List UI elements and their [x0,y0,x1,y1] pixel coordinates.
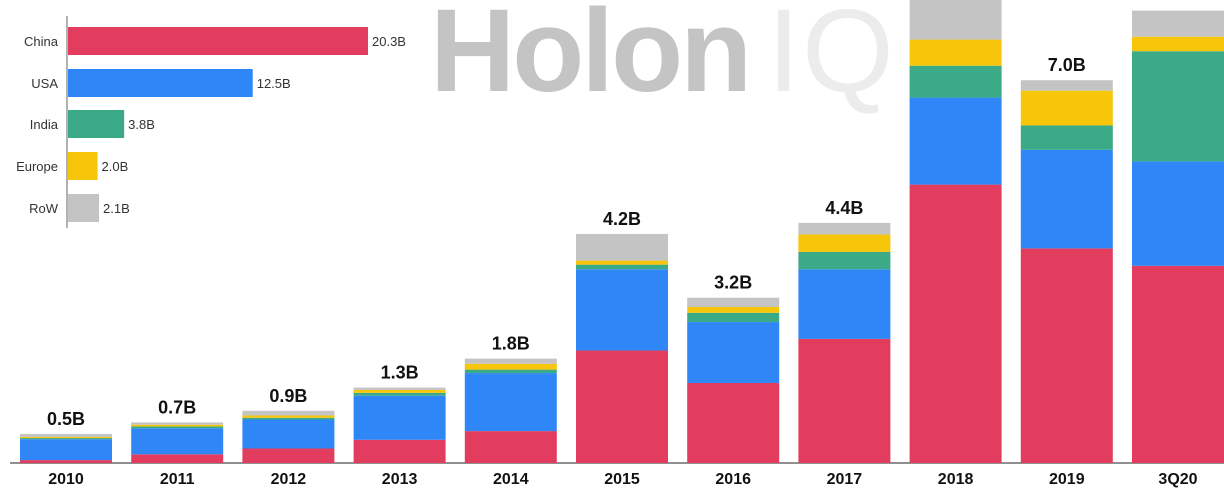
bar-segment-row-2017 [798,222,891,235]
bar-segment-china-3q20 [1132,265,1224,463]
bar-segment-europe-2010 [20,436,112,439]
bar-segment-row-2016 [687,297,780,307]
bar-segment-europe-3q20 [1132,36,1224,52]
bar-total-label: 1.8B [492,334,530,354]
bar-segment-row-2014 [464,358,557,364]
inset-bar-row [68,194,100,222]
inset-value-label: 2.0B [102,159,129,174]
x-tick-label: 2012 [271,471,307,488]
bar-segment-india-2014 [464,369,557,374]
bar-segment-row-2018 [909,0,1002,40]
x-tick-label: 2019 [1049,471,1085,488]
bar-total-label: 4.2B [603,209,641,229]
bar-segment-usa-2011 [131,428,224,455]
bar-segment-usa-2019 [1020,149,1113,249]
bar-segment-row-2015 [576,233,668,261]
x-tick-label: 2011 [160,471,195,488]
bar-segment-europe-2011 [131,424,224,427]
bar-segment-china-2014 [464,431,557,463]
bar-segment-china-2016 [687,382,780,463]
bar-segment-europe-2015 [576,260,668,265]
bar-segment-usa-2013 [353,395,446,440]
bar-segment-china-2019 [1020,248,1113,463]
inset-category-label: RoW [29,201,59,216]
inset-value-label: 12.5B [257,76,291,91]
stacked-bar-chart: 0.5B 2010 0.7B 2011 0.9B 2012 1.3B 2013 1.8B 2014… [10,0,1224,488]
inset-bar-china [68,27,368,55]
bar-segment-row-3q20 [1132,10,1224,37]
bar-segment-india-2010 [20,438,112,440]
bar-total-label: 4.4B [825,198,863,218]
bar-segment-india-2018 [909,65,1002,98]
bar-segment-europe-2018 [909,39,1002,66]
bar-segment-usa-3q20 [1132,161,1224,266]
inset-value-label: 3.8B [128,117,155,132]
inset-bar-usa [68,69,253,97]
bar-total-label: 0.5B [47,409,85,429]
bar-total-label: 0.9B [269,386,307,406]
x-tick-label: 2014 [493,471,529,488]
bar-segment-europe-2019 [1020,90,1113,126]
bar-segment-usa-2015 [576,269,668,351]
holon-iq-watermark: Holon IQ [430,0,896,110]
x-tick-label: 2010 [48,471,84,488]
inset-bar-europe [68,152,98,180]
x-tick-label: 2015 [604,471,640,488]
x-tick-label: 2017 [827,471,863,488]
inset-bar-india [68,110,125,138]
bar-segment-china-2013 [353,439,446,463]
bar-segment-india-2012 [242,417,335,420]
bar-segment-europe-2013 [353,389,446,393]
watermark-suffix: IQ [767,0,896,117]
bar-segment-row-2013 [353,387,446,390]
bar-segment-china-2018 [909,184,1002,463]
bar-segment-usa-2014 [464,373,557,432]
bar-segment-usa-2016 [687,322,780,383]
bar-segment-europe-2016 [687,306,780,313]
x-tick-label: 2013 [382,471,418,488]
bar-segment-europe-2014 [464,363,557,370]
bar-total-label: 1.3B [381,363,419,383]
inset-category-label: India [30,117,59,132]
inset-value-label: 2.1B [103,201,130,216]
bar-segment-india-2019 [1020,125,1113,150]
bar-segment-row-2011 [131,422,224,425]
bar-segment-india-2015 [576,264,668,270]
bar-segment-china-2010 [20,460,112,463]
bar-segment-europe-2012 [242,415,335,418]
bar-segment-china-2011 [131,454,224,463]
bar-segment-row-2010 [20,434,112,437]
bar-total-label: 0.7B [158,397,196,417]
bar-segment-china-2015 [576,350,668,463]
inset-category-label: USA [31,76,58,91]
bar-total-label: 3.2B [714,273,752,293]
bar-segment-row-2012 [242,410,335,416]
inset-category-label: China [24,34,59,49]
bar-segment-india-2016 [687,312,780,323]
bar-segment-china-2012 [242,448,335,463]
bar-total-label: 7.0B [1048,55,1086,75]
bar-segment-india-3q20 [1132,51,1224,162]
watermark-brand: Holon [430,0,752,117]
bar-segment-europe-2017 [798,234,891,252]
country-total-inset-chart: China 20.3B USA 12.5B India 3.8B Europe 2.0B RoW… [0,0,420,232]
bar-segment-india-2011 [131,426,224,429]
bar-segment-row-2019 [1020,80,1113,91]
bar-segment-usa-2018 [909,97,1002,185]
bar-segment-china-2017 [798,338,891,463]
bar-segment-india-2013 [353,392,446,396]
x-tick-label: 2018 [938,471,974,488]
bar-segment-usa-2017 [798,269,891,339]
bar-segment-usa-2010 [20,439,112,461]
bar-segment-india-2017 [798,251,891,270]
x-tick-label: 2016 [715,471,751,488]
inset-value-label: 20.3B [372,34,406,49]
inset-category-label: Europe [16,159,58,174]
x-tick-label: 3Q20 [1158,471,1197,488]
bar-segment-usa-2012 [242,419,335,449]
